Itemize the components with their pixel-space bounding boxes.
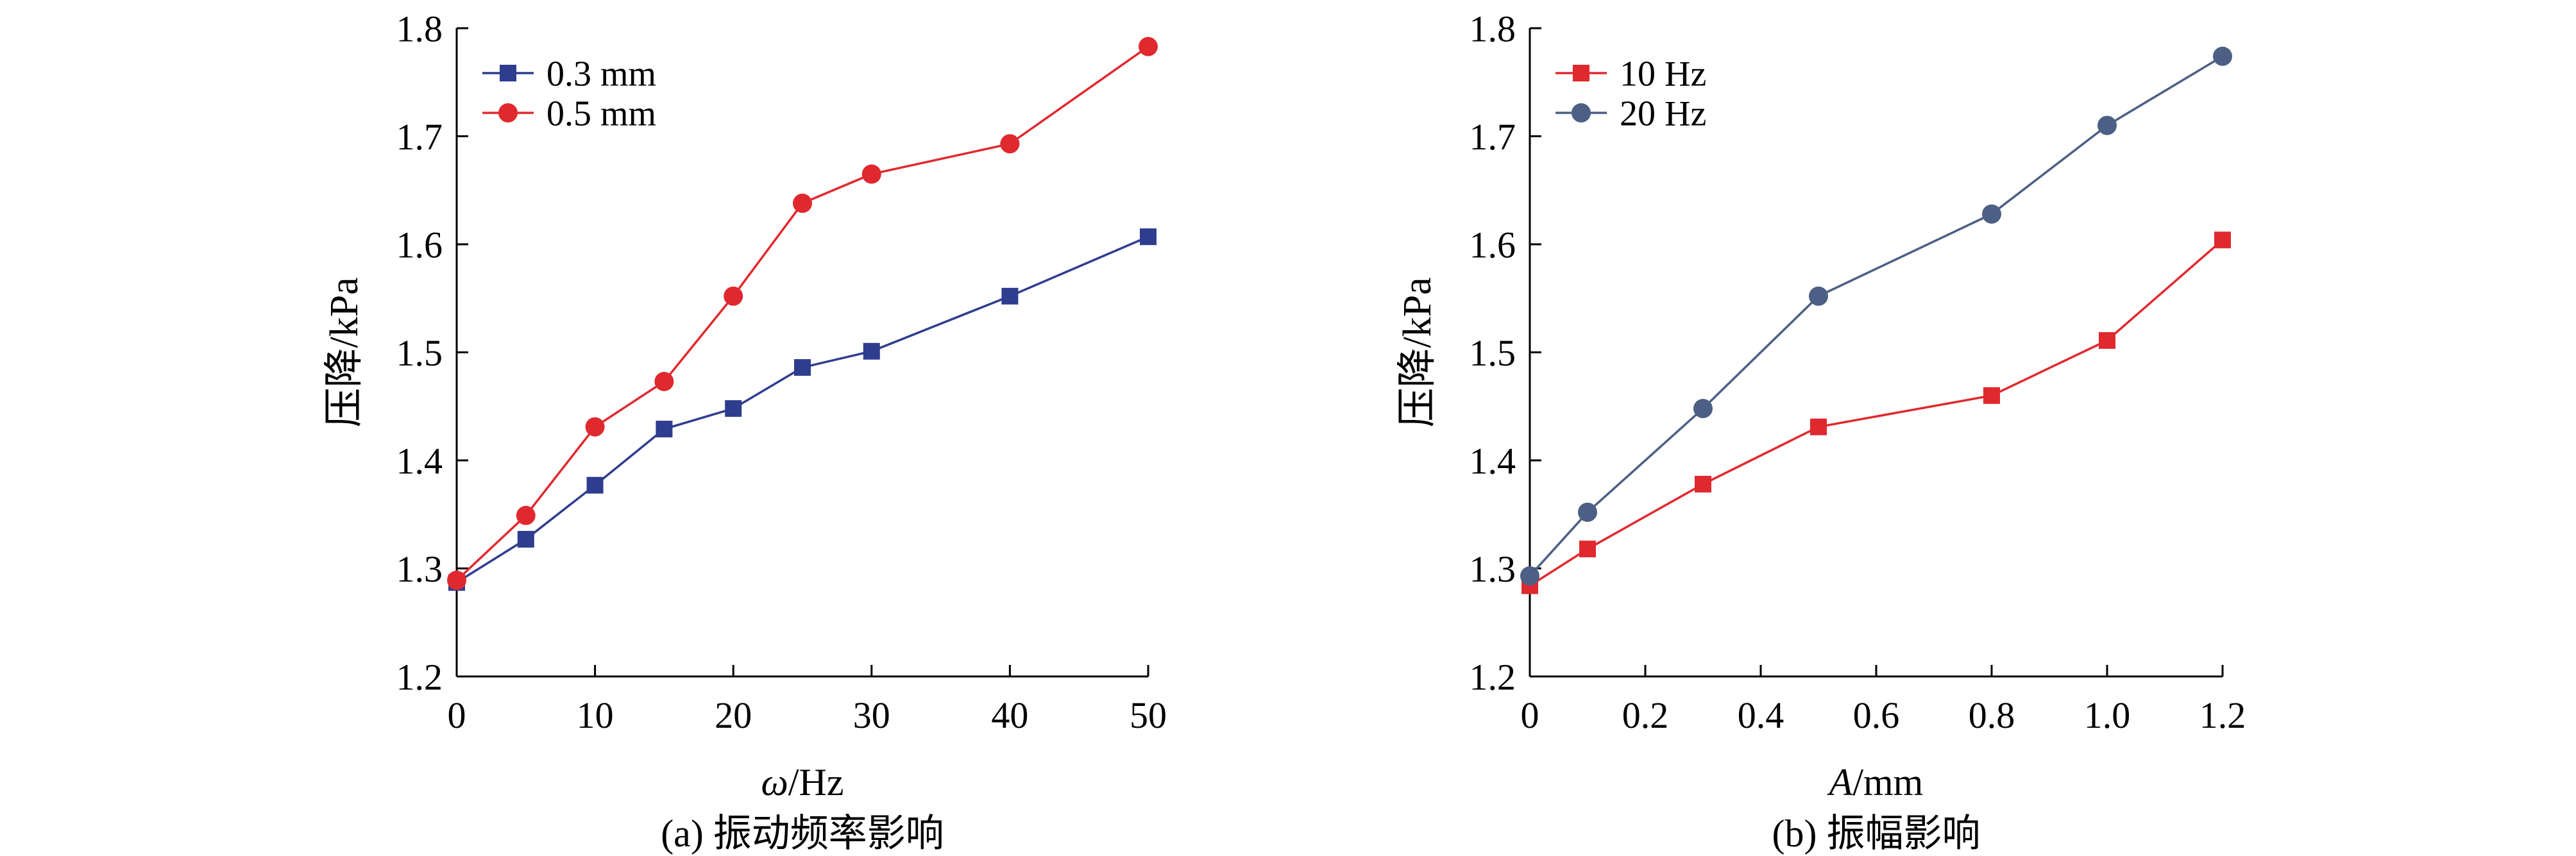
- panel-a-x-axis-variable: ω: [761, 761, 788, 803]
- panel-a-series-2-point: [516, 505, 536, 525]
- panel-b-x-tick-label: 0.8: [1969, 694, 2015, 736]
- panel-b-x-tick-label: 0.4: [1738, 694, 1784, 736]
- panel-a-legend-label-1: 0.3 mm: [547, 55, 656, 94]
- panel-b-y-tick-label: 1.5: [1470, 332, 1516, 374]
- panel-a-y-tick-label: 1.7: [396, 116, 443, 158]
- panel-b-series-2-point: [1982, 204, 2001, 224]
- panel-a-series-2-point: [447, 571, 466, 591]
- panel-b-series-2-point: [1693, 399, 1713, 419]
- panel-b-y-tick-label: 1.7: [1470, 116, 1516, 158]
- panel-a-series-1-point: [586, 476, 604, 494]
- panel-a-series-1-point: [794, 359, 811, 376]
- panel-b-y-tick-label: 1.6: [1470, 224, 1516, 265]
- panel-a-series-2-point: [724, 286, 743, 306]
- panel-b-y-tick-label: 1.3: [1470, 548, 1516, 590]
- panel-b-x-axis-variable: A: [1827, 761, 1853, 803]
- panel-b-series-2-point: [1578, 502, 1597, 522]
- panel-b-series-1-point: [2214, 231, 2231, 249]
- panel-a-series-2-point: [1139, 37, 1158, 56]
- panel-a-series-2-point: [654, 371, 674, 391]
- panel-b-x-axis-unit: /mm: [1852, 761, 1923, 803]
- panel-a-y-tick-label: 1.5: [396, 332, 443, 374]
- panel-b-series-1-point: [2099, 331, 2115, 349]
- panel-b-series-1-point: [1579, 541, 1596, 558]
- panel-a-x-tick-label: 30: [853, 694, 890, 736]
- panel-a-series-1-point: [1140, 228, 1157, 246]
- panel-a-x-axis-label: ω/Hz: [761, 761, 843, 803]
- panel-a-series-2-point: [861, 164, 881, 184]
- panel-b-legend-marker-1: [1573, 65, 1589, 81]
- panel-b-x-tick-label: 0: [1521, 694, 1539, 736]
- panel-a-series-1-point: [656, 421, 673, 438]
- panel-b-x-axis-label: A/mm: [1827, 761, 1924, 803]
- panel-b-series-2-point: [2097, 115, 2117, 135]
- panel-b-series-1-line: [1529, 239, 2224, 587]
- panel-a-series-1-point: [725, 400, 742, 417]
- panel-b-series-2-point: [1809, 286, 1828, 306]
- panel-a-legend-label-2: 0.5 mm: [547, 94, 656, 134]
- panel-a-y-tick-label: 1.8: [396, 8, 443, 49]
- panel-a-legend-marker-1: [500, 65, 516, 81]
- panel-a-caption: (a) 振动频率影响: [661, 812, 944, 855]
- panel-a-series-2-point: [1000, 134, 1020, 154]
- panel-b-y-tick-label: 1.2: [1470, 656, 1516, 698]
- panel-a-series-1-point: [863, 342, 880, 360]
- panel-a-series-2-point: [793, 193, 812, 213]
- panel-b-series-2-point: [1520, 566, 1539, 586]
- panel-a-series-1-point: [517, 531, 534, 548]
- panel-b-series-2: [1520, 46, 2232, 586]
- panel-b-series-1-point: [1983, 387, 2000, 404]
- panel-a-series-1-line: [456, 235, 1149, 583]
- panel-b-legend-marker-2: [1572, 103, 1591, 122]
- panel-b-caption: (b) 振幅影响: [1772, 812, 1981, 855]
- panel-b-series-2-point: [2213, 46, 2232, 66]
- panel-b-legend-label-2: 20 Hz: [1620, 94, 1706, 134]
- panel-a-series-2-point: [585, 417, 605, 437]
- panel-b-series-2-line: [1529, 55, 2223, 577]
- panel-b-x-tick-label: 0.2: [1622, 694, 1669, 736]
- panel-a-series-1-point: [1001, 287, 1019, 305]
- panel-b-y-tick-label: 1.8: [1470, 8, 1516, 49]
- panel-b-legend-label-1: 10 Hz: [1620, 55, 1706, 94]
- panel-a-y-tick-label: 1.3: [396, 548, 443, 590]
- panel-a-x-tick-label: 0: [448, 694, 466, 736]
- panel-a-y-tick-label: 1.6: [396, 224, 443, 265]
- panel-b-x-tick-label: 0.6: [1853, 694, 1900, 736]
- panel-a-x-tick-label: 50: [1130, 694, 1167, 736]
- panel-a-x-tick-label: 40: [991, 694, 1028, 736]
- panel-b-y-axis-label: 压降/kPa: [1396, 277, 1439, 427]
- panel-b-series-1-point: [1695, 476, 1711, 493]
- panel-a: 1.2 1.3 1.4 1.5 1.6 1.7 1.8 0 10 20 30 40 50 压降/kPa ω/…: [323, 8, 1167, 855]
- panel-a-x-tick-label: 20: [715, 694, 752, 736]
- panel-a-x-axis-unit: /Hz: [788, 761, 844, 803]
- panel-a-y-axis-label: 压降/kPa: [323, 277, 366, 427]
- panel-b: 1.2 1.3 1.4 1.5 1.6 1.7 1.8 0 0.2 0.4 0.6 0.8 1.0 1.2…: [1396, 8, 2246, 855]
- panel-b-series-1: [1521, 231, 2231, 594]
- panel-a-legend: 0.3 mm0.5 mm: [482, 55, 656, 134]
- panel-a-y-tick-label: 1.4: [396, 440, 443, 482]
- panel-b-y-tick-label: 1.4: [1470, 440, 1516, 482]
- panel-a-series-2: [447, 37, 1158, 591]
- panel-a-legend-marker-2: [498, 103, 518, 122]
- panel-a-series-1: [448, 228, 1157, 591]
- panel-b-series-1-point: [1810, 418, 1827, 435]
- panel-b-x-tick-label: 1.2: [2199, 694, 2246, 736]
- panel-a-y-tick-label: 1.2: [396, 656, 443, 698]
- panel-a-x-tick-label: 10: [577, 694, 614, 736]
- panel-b-x-tick-label: 1.0: [2084, 694, 2131, 736]
